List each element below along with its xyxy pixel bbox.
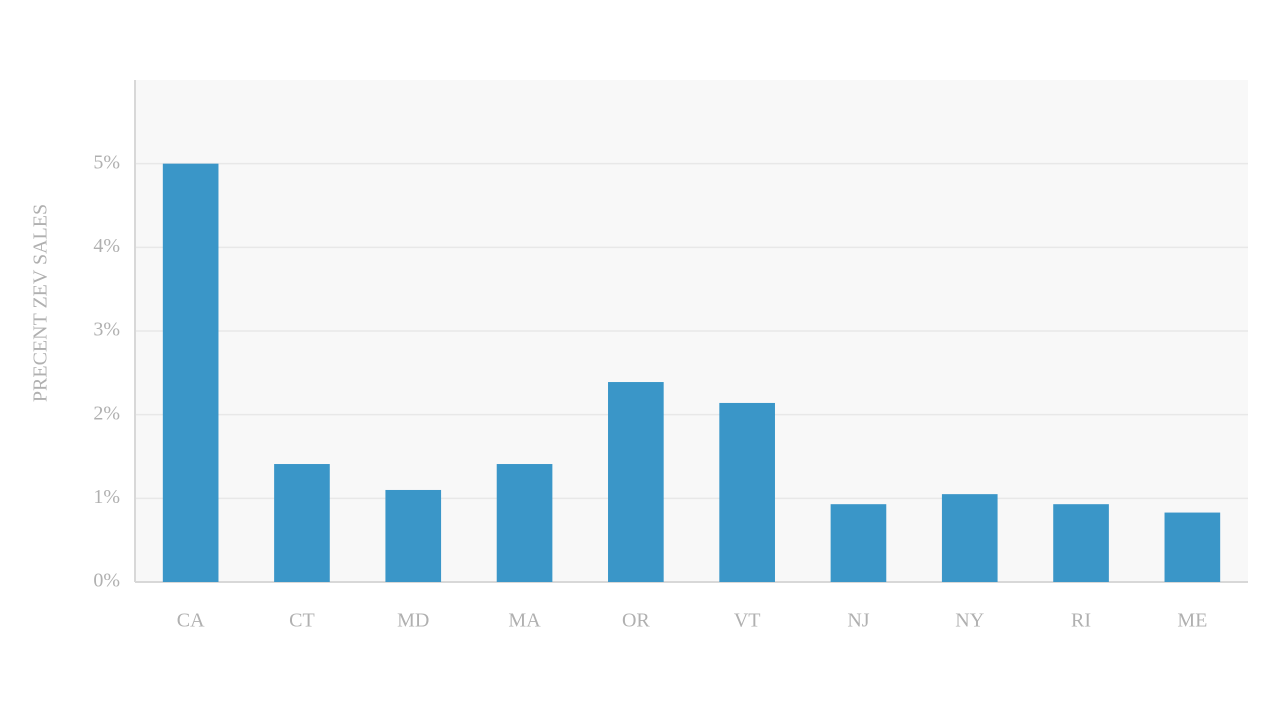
x-tick-label: NY <box>955 610 984 632</box>
x-tick-label: CT <box>289 610 315 632</box>
x-tick-label: NJ <box>847 610 869 632</box>
y-tick-label: 1% <box>93 486 120 508</box>
y-tick-label: 5% <box>93 151 120 173</box>
bar <box>162 163 219 582</box>
x-tick-label: CA <box>177 610 205 632</box>
x-tick-label: ME <box>1177 610 1207 632</box>
bar <box>1053 504 1109 582</box>
bar <box>1164 512 1221 582</box>
bar <box>830 504 887 582</box>
bar <box>496 464 553 582</box>
bar <box>385 489 442 582</box>
x-tick-label: VT <box>734 610 761 632</box>
y-tick-label: 0% <box>93 570 120 592</box>
x-tick-label: MA <box>508 610 541 632</box>
bar <box>274 464 330 582</box>
y-tick-label: 2% <box>93 402 120 424</box>
x-tick-label: RI <box>1071 610 1091 632</box>
y-axis-label: PRECENT ZEV SALES <box>30 204 52 402</box>
y-tick-label: 4% <box>93 235 120 257</box>
x-tick-label: MD <box>397 610 429 632</box>
x-tick-label: OR <box>622 610 650 632</box>
y-tick-label: 3% <box>93 319 120 341</box>
bar <box>719 402 775 582</box>
bar <box>608 382 664 582</box>
bar <box>941 494 998 582</box>
